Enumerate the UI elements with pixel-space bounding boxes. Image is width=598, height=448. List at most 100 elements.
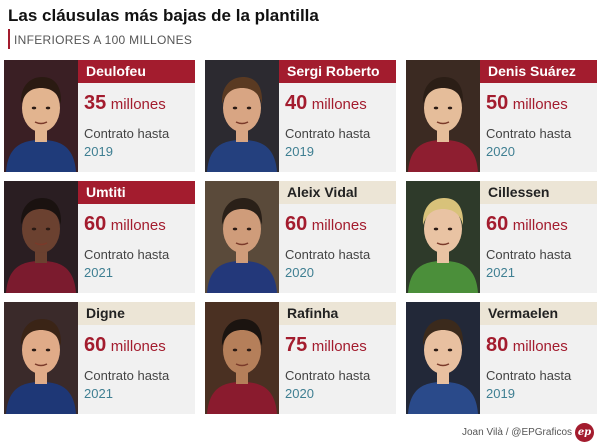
- eye-left: [433, 106, 439, 110]
- hair-shape: [20, 319, 62, 346]
- contract-label: Contrato hasta: [486, 247, 572, 262]
- player-card-sergi-roberto: Sergi Roberto 40 millones Contrato hasta…: [205, 60, 396, 172]
- clause-unit: millones: [110, 338, 166, 355]
- hair-shape: [20, 198, 62, 225]
- clause-unit: millones: [311, 338, 367, 355]
- player-photo-graphic: [406, 302, 480, 414]
- clause-value: 60: [84, 334, 107, 356]
- hair-shape: [422, 77, 464, 104]
- subtitle-rule: [8, 29, 10, 49]
- clause-value: 50: [486, 92, 509, 114]
- player-name: Vermaelen: [480, 302, 597, 325]
- contract-year: 2020: [486, 144, 515, 159]
- shirt-shape: [6, 382, 76, 414]
- player-name: Digne: [78, 302, 195, 325]
- shirt-shape: [6, 261, 76, 293]
- player-photo: [205, 302, 279, 414]
- player-card-digne: Digne 60 millones Contrato hasta 2021: [4, 302, 195, 414]
- clause-unit: millones: [110, 217, 166, 234]
- shirt-shape: [408, 382, 478, 414]
- player-name: Umtiti: [78, 181, 195, 204]
- mouth-shape: [34, 242, 48, 246]
- contract-label: Contrato hasta: [486, 368, 572, 383]
- clause-unit: millones: [311, 217, 367, 234]
- player-name: Aleix Vidal: [279, 181, 396, 204]
- contract-year: 2020: [285, 265, 314, 280]
- player-photo: [4, 302, 78, 414]
- face-shape: [424, 205, 462, 253]
- clause-unit: millones: [512, 217, 568, 234]
- mouth-shape: [436, 121, 450, 125]
- clause-amount: 75 millones: [285, 332, 367, 360]
- eye-right: [447, 106, 453, 110]
- player-card-cillessen: Cillessen 60 millones Contrato hasta 202…: [406, 181, 597, 293]
- hair-shape: [20, 77, 62, 104]
- clause-value: 75: [285, 334, 308, 356]
- shirt-shape: [207, 140, 277, 172]
- eye-left: [433, 227, 439, 231]
- player-name: Rafinha: [279, 302, 396, 325]
- hair-shape: [221, 319, 263, 346]
- clause-value: 60: [486, 213, 509, 235]
- eye-left: [31, 227, 37, 231]
- player-photo-graphic: [4, 302, 78, 414]
- player-name: Deulofeu: [78, 60, 195, 83]
- player-name: Cillessen: [480, 181, 597, 204]
- contract-year: 2019: [486, 386, 515, 401]
- face-shape: [223, 84, 261, 132]
- contract-year: 2021: [84, 265, 113, 280]
- contract-year: 2019: [285, 144, 314, 159]
- ep-logo: ep: [575, 423, 594, 442]
- clause-value: 40: [285, 92, 308, 114]
- eye-right: [246, 227, 252, 231]
- eye-left: [31, 106, 37, 110]
- eye-left: [433, 348, 439, 352]
- player-photo: [4, 60, 78, 172]
- clause-amount: 50 millones: [486, 90, 568, 118]
- player-card-deulofeu: Deulofeu 35 millones Contrato hasta 2019: [4, 60, 195, 172]
- contract-label: Contrato hasta: [285, 247, 371, 262]
- player-photo-graphic: [4, 60, 78, 172]
- eye-right: [246, 106, 252, 110]
- player-photo: [406, 60, 480, 172]
- contract-label: Contrato hasta: [84, 368, 170, 383]
- mouth-shape: [436, 242, 450, 246]
- clause-amount: 60 millones: [486, 211, 568, 239]
- mouth-shape: [235, 242, 249, 246]
- contract-year: 2021: [486, 265, 515, 280]
- page-subtitle: INFERIORES A 100 MILLONES: [14, 33, 193, 47]
- player-photo-graphic: [4, 181, 78, 293]
- clause-amount: 80 millones: [486, 332, 568, 360]
- clause-value: 60: [285, 213, 308, 235]
- player-photo-graphic: [406, 60, 480, 172]
- eye-left: [31, 348, 37, 352]
- face-shape: [424, 84, 462, 132]
- clause-amount: 60 millones: [285, 211, 367, 239]
- page-title: Las cláusulas más bajas de la plantilla: [8, 6, 319, 25]
- eye-right: [447, 348, 453, 352]
- player-photo-graphic: [205, 302, 279, 414]
- eye-left: [232, 106, 238, 110]
- eye-right: [246, 348, 252, 352]
- eye-left: [232, 348, 238, 352]
- player-photo: [4, 181, 78, 293]
- shirt-shape: [207, 382, 277, 414]
- clause-value: 35: [84, 92, 107, 114]
- eye-right: [45, 348, 51, 352]
- player-card-denis-suarez: Denis Suárez 50 millones Contrato hasta …: [406, 60, 597, 172]
- hair-shape: [422, 198, 464, 225]
- player-photo-graphic: [205, 60, 279, 172]
- shirt-shape: [207, 261, 277, 293]
- player-photo: [205, 181, 279, 293]
- player-photo-graphic: [406, 181, 480, 293]
- mouth-shape: [34, 121, 48, 125]
- player-photo: [406, 302, 480, 414]
- clause-unit: millones: [110, 96, 166, 113]
- player-name: Sergi Roberto: [279, 60, 396, 83]
- player-photo: [205, 60, 279, 172]
- contract-label: Contrato hasta: [285, 368, 371, 383]
- contract-label: Contrato hasta: [84, 247, 170, 262]
- player-card-aleix-vidal: Aleix Vidal 60 millones Contrato hasta 2…: [205, 181, 396, 293]
- eye-left: [232, 227, 238, 231]
- player-card-umtiti: Umtiti 60 millones Contrato hasta 2021: [4, 181, 195, 293]
